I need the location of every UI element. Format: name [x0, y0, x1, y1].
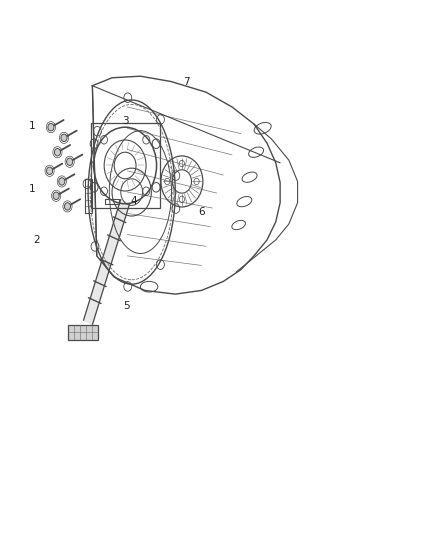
Circle shape [54, 149, 60, 156]
Text: 2: 2 [33, 235, 40, 245]
Text: 1: 1 [29, 122, 36, 131]
Text: 5: 5 [123, 301, 130, 311]
Text: 3: 3 [122, 116, 129, 126]
Circle shape [48, 124, 54, 131]
Circle shape [53, 192, 59, 199]
Bar [106, 199, 119, 204]
Text: 4: 4 [131, 196, 138, 206]
Circle shape [59, 177, 65, 185]
Text: 6: 6 [198, 207, 205, 217]
Circle shape [46, 167, 53, 174]
Bar [91, 124, 160, 207]
Circle shape [61, 134, 67, 142]
Circle shape [67, 158, 73, 165]
Text: 7: 7 [183, 77, 190, 87]
Bar [85, 179, 92, 213]
Circle shape [64, 203, 71, 210]
Polygon shape [84, 199, 130, 325]
Bar [68, 325, 98, 340]
Text: 1: 1 [29, 184, 36, 194]
